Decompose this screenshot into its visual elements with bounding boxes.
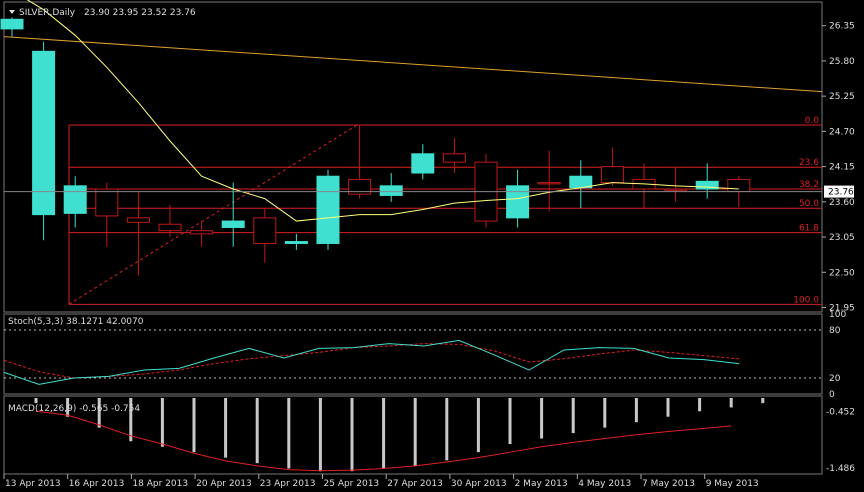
dropdown-triangle-icon[interactable] bbox=[9, 10, 15, 14]
main-panel-frame bbox=[3, 1, 823, 313]
candle-body bbox=[695, 180, 719, 190]
axes: 26.3525.8025.2524.7024.1523.6023.0522.50… bbox=[3, 22, 855, 489]
candle-body bbox=[221, 220, 245, 228]
price-tick-label: 21.95 bbox=[829, 304, 855, 314]
candle-body bbox=[284, 241, 308, 244]
candle-body bbox=[316, 175, 340, 244]
ohlc-values: 23.90 23.95 23.52 23.76 bbox=[84, 8, 196, 18]
price-tick-label: 25.80 bbox=[829, 57, 855, 67]
price-tick-label: 24.70 bbox=[829, 127, 855, 137]
fib-level-label: 100.0 bbox=[793, 295, 819, 305]
candle-body bbox=[158, 223, 182, 232]
price-tick-label: 22.50 bbox=[829, 268, 855, 278]
price-tick-label: 23.05 bbox=[829, 233, 855, 243]
macd-signal-line bbox=[35, 410, 732, 472]
date-tick-label: 30 Apr 2013 bbox=[451, 479, 507, 489]
date-tick-label: 9 May 2013 bbox=[706, 479, 759, 489]
candle-body bbox=[537, 182, 561, 185]
fib-level-label: 61.8 bbox=[799, 224, 819, 234]
candle-body bbox=[0, 18, 24, 30]
stochastic-panel bbox=[3, 329, 822, 385]
date-tick-label: 27 Apr 2013 bbox=[387, 479, 443, 489]
current-price-label: 23.76 bbox=[828, 188, 854, 198]
date-tick-label: 16 Apr 2013 bbox=[69, 479, 125, 489]
candle-body bbox=[95, 188, 119, 217]
candle-body bbox=[253, 217, 277, 244]
candle-body bbox=[348, 178, 372, 195]
macd-tick-label: -1.486 bbox=[826, 464, 855, 474]
date-tick-label: 13 Apr 2013 bbox=[5, 479, 61, 489]
fib-level-label: 38.2 bbox=[799, 180, 819, 190]
candle-body bbox=[727, 178, 751, 193]
price-tick-label: 25.25 bbox=[829, 92, 855, 102]
date-tick-label: 20 Apr 2013 bbox=[196, 479, 252, 489]
candle-body bbox=[442, 153, 466, 163]
stoch-title: Stoch(5,3,3) 38.1271 42.0070 bbox=[8, 317, 144, 327]
stoch-tick-label: 80 bbox=[829, 326, 841, 336]
chart-title: SILVER,Daily bbox=[19, 8, 76, 18]
candle-body bbox=[32, 50, 56, 216]
stoch-panel-frame bbox=[3, 313, 823, 395]
candle-body bbox=[379, 185, 403, 196]
stoch-tick-label: 0 bbox=[829, 390, 835, 400]
candle-body bbox=[506, 185, 530, 219]
candle-body bbox=[664, 188, 688, 191]
trendline bbox=[3, 36, 823, 93]
fib-level-label: 50.0 bbox=[799, 199, 819, 209]
candle-body bbox=[126, 217, 150, 223]
date-tick-label: 4 May 2013 bbox=[578, 479, 631, 489]
stoch-tick-label: 20 bbox=[829, 374, 841, 384]
date-tick-label: 25 Apr 2013 bbox=[324, 479, 380, 489]
macd-title: MACD(12,26,9) -0.565 -0.754 bbox=[8, 404, 140, 414]
date-tick-label: 18 Apr 2013 bbox=[132, 479, 188, 489]
candle-body bbox=[63, 185, 87, 214]
price-tick-label: 23.60 bbox=[829, 198, 855, 208]
date-tick-label: 7 May 2013 bbox=[642, 479, 695, 489]
candle-body bbox=[411, 153, 435, 174]
date-tick-label: 2 May 2013 bbox=[515, 479, 568, 489]
fib-level-label: 0.0 bbox=[805, 116, 820, 126]
macd-tick-label: -0.452 bbox=[826, 407, 855, 417]
stoch-main-line bbox=[3, 339, 740, 385]
stoch-tick-label: 100 bbox=[829, 310, 846, 320]
stoch-signal-line bbox=[3, 343, 740, 379]
fib-level-label: 23.6 bbox=[799, 158, 819, 168]
price-tick-label: 26.35 bbox=[829, 22, 855, 32]
fib-base-line bbox=[68, 124, 358, 305]
macd-panel bbox=[34, 398, 765, 472]
current-price-box bbox=[824, 185, 854, 198]
price-tick-label: 24.15 bbox=[829, 163, 855, 173]
candle-body bbox=[600, 166, 624, 184]
date-tick-label: 23 Apr 2013 bbox=[260, 479, 316, 489]
price-panel: 0.0 23.6 38.2 50.0 61.8 100.0 bbox=[0, 0, 823, 305]
candle-body bbox=[190, 230, 214, 235]
moving-average-line bbox=[26, 0, 739, 222]
